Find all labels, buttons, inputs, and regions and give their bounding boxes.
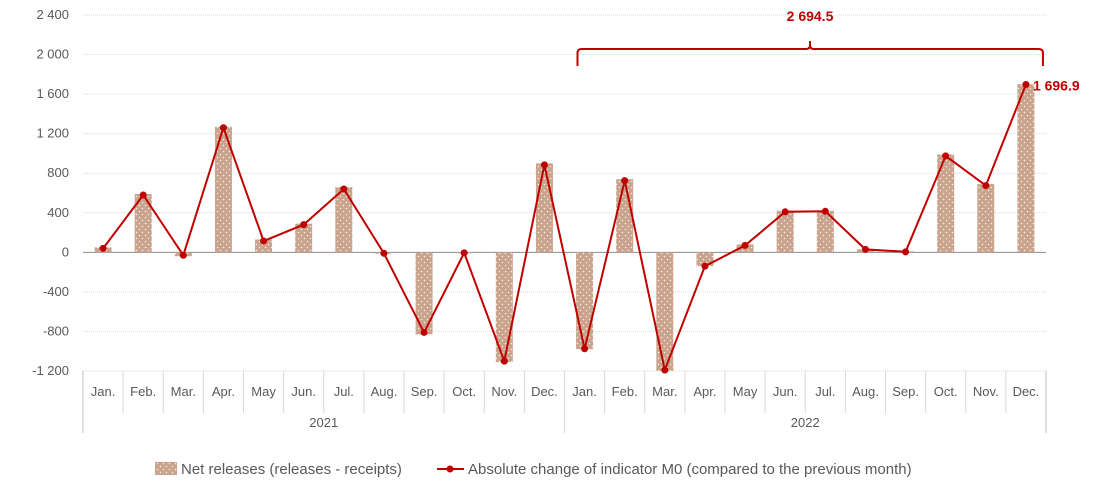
bracket (576, 41, 1044, 66)
bar (816, 210, 834, 253)
line-point (540, 161, 548, 169)
legend-line-marker (446, 465, 454, 473)
y-tick-label: -400 (43, 284, 69, 299)
x-tick-label: Apr. (693, 384, 716, 399)
line-point (701, 262, 709, 270)
y-tick-label: 1 600 (36, 86, 69, 101)
x-tick-label: Oct. (452, 384, 476, 399)
x-tick-label: Apr. (212, 384, 235, 399)
y-tick-label: -800 (43, 323, 69, 338)
x-tick-label: Jul. (815, 384, 835, 399)
bar (495, 252, 513, 363)
y-tick-label: 1 200 (36, 126, 69, 141)
line-point (139, 191, 147, 199)
x-tick-label: Mar. (171, 384, 196, 399)
bar (1017, 84, 1035, 253)
line-point (1022, 81, 1030, 89)
x-tick-label: Aug. (852, 384, 879, 399)
line-point (741, 241, 749, 249)
y-tick-label: 2 000 (36, 47, 69, 62)
bracket-label: 2 694.5 (787, 8, 834, 24)
x-tick-label: Jan. (91, 384, 116, 399)
x-tick-label: Feb. (130, 384, 156, 399)
x-tick-label: Aug. (371, 384, 398, 399)
legend-line-label: Absolute change of indicator M0 (compare… (468, 461, 912, 478)
bar (295, 223, 313, 253)
bar (937, 154, 955, 253)
series-line (102, 84, 1027, 374)
gridlines (83, 14, 1046, 372)
y-tick-label: 0 (62, 244, 69, 259)
x-tick-label: Mar. (652, 384, 677, 399)
line-point (300, 221, 308, 229)
y-tick-label: 800 (47, 165, 69, 180)
line-point (460, 249, 468, 257)
line-point (861, 245, 869, 253)
x-tick-label: Oct. (934, 384, 958, 399)
y-tick-label: -1 200 (32, 363, 69, 378)
x-tick-label: Feb. (612, 384, 638, 399)
line-point (500, 357, 508, 365)
legend-bar-label: Net releases (releases - receipts) (181, 461, 402, 478)
x-tick-label: Nov. (973, 384, 999, 399)
line-point (781, 208, 789, 216)
bar-series (94, 84, 1035, 371)
x-axis: Jan. Feb. Mar. Apr. May Jun. Jul. Aug. Sep. Oct. N… (82, 371, 1047, 433)
x-group-label: 2021 (309, 415, 338, 430)
x-tick-label: Nov. (491, 384, 517, 399)
x-tick-label: Jun. (291, 384, 316, 399)
line-point (420, 328, 428, 336)
bar (656, 252, 674, 371)
x-tick-label: Jun. (773, 384, 798, 399)
line-point (942, 152, 950, 160)
bar (696, 252, 714, 267)
line-series (99, 81, 1030, 374)
bar (977, 184, 995, 253)
x-tick-label: Dec. (531, 384, 558, 399)
line-point (821, 207, 829, 215)
y-tick-label: 400 (47, 205, 69, 220)
x-tick-label: Sep. (892, 384, 919, 399)
line-point (581, 345, 589, 353)
bar (335, 187, 353, 253)
bar (134, 193, 152, 253)
bar (214, 126, 232, 253)
x-tick-label: May (251, 384, 276, 399)
x-tick-label: Sep. (411, 384, 438, 399)
bar (415, 252, 433, 335)
line-point (260, 237, 268, 245)
x-group-label: 2022 (791, 415, 820, 430)
bar (535, 163, 553, 253)
line-point (380, 249, 388, 257)
bar (255, 239, 273, 253)
x-tick-label: Dec. (1013, 384, 1040, 399)
x-tick-label: Jan. (572, 384, 597, 399)
bar (776, 210, 794, 253)
bar (616, 179, 634, 253)
line-point (99, 244, 107, 252)
y-axis: -1 200 -800 -400 0 400 800 1 200 1 600 2 000 2 40… (32, 7, 69, 378)
annotations: 1 696.9 2 694.5 (576, 8, 1080, 94)
line-point (661, 366, 669, 374)
line-point (219, 124, 227, 132)
line-point (179, 251, 187, 259)
line-point (340, 185, 348, 193)
line-point (902, 248, 910, 256)
line-point (982, 182, 990, 190)
x-tick-label: May (733, 384, 758, 399)
last-point-label: 1 696.9 (1033, 78, 1080, 94)
y-tick-label: 2 400 (36, 7, 69, 22)
legend-bar-swatch (155, 462, 177, 475)
x-tick-label: Jul. (334, 384, 354, 399)
bar (576, 252, 594, 350)
line-point (621, 177, 629, 185)
legend: Net releases (releases - receipts) Absolu… (155, 461, 912, 478)
